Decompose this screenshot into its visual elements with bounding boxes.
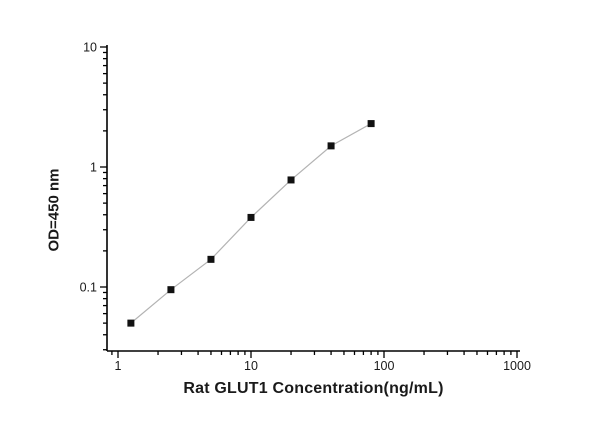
data-point-marker [167,286,175,294]
standard-curve-line [130,123,372,324]
y-tick-label: 10 [83,41,97,55]
data-point-marker [207,255,215,263]
axes [106,45,520,352]
y-tick-label: 0.1 [80,281,97,295]
data-point-marker [127,319,135,327]
data-point-marker [327,142,335,150]
x-tick-label: 1 [115,359,122,373]
data-point-marker [287,176,295,184]
tick-labels: 1 10 100 1000 0.1 1 10 [80,41,531,374]
data-point-marker [367,120,375,128]
tick-marks [100,46,518,358]
x-tick-label: 1000 [503,359,531,373]
y-tick-label: 1 [90,161,97,175]
x-tick-label: 10 [244,359,258,373]
data-point-marker [247,213,255,221]
x-tick-label: 100 [374,359,395,373]
y-axis-title: OD=450 nm [45,168,63,252]
x-axis-title: Rat GLUT1 Concentration(ng/mL) [183,380,444,397]
data-points [127,120,375,327]
